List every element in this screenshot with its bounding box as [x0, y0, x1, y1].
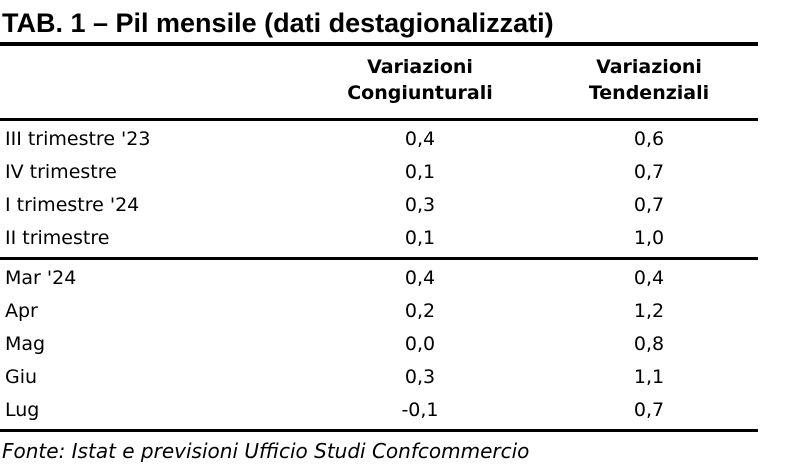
- tendenziali-value: 1,0: [633, 227, 665, 250]
- header-col-variazioni-tendenziali: Variazioni Tendenziali: [588, 56, 710, 105]
- table-row: Giu 0,3 1,1: [0, 361, 758, 394]
- table-row: IV trimestre 0,1 0,7: [0, 156, 758, 189]
- row-label: Mar '24: [5, 267, 77, 290]
- congiunturali-value: 0,1: [404, 161, 436, 184]
- header-col-variazioni-congiunturali: Variazioni Congiunturali: [347, 56, 493, 105]
- congiunturali-value: 0,3: [404, 366, 436, 389]
- congiunturali-value: 0,4: [404, 128, 436, 151]
- tendenziali-value: 0,7: [633, 194, 665, 217]
- congiunturali-value: 0,4: [404, 267, 436, 290]
- row-label: I trimestre '24: [5, 194, 140, 217]
- tendenziali-value: 0,7: [633, 399, 665, 422]
- table-header-row: Variazioni Congiunturali Variazioni Tend…: [0, 46, 758, 121]
- tendenziali-value: 0,6: [633, 128, 665, 151]
- tendenziali-value: 1,1: [633, 366, 665, 389]
- quarterly-rows-group: III trimestre '23 0,4 0,6 IV trimestre 0…: [0, 121, 758, 260]
- table-figure: TAB. 1 – Pil mensile (dati destagionaliz…: [0, 8, 758, 463]
- row-label: Lug: [5, 399, 40, 422]
- tendenziali-value: 1,2: [633, 300, 665, 323]
- table-row: I trimestre '24 0,3 0,7: [0, 189, 758, 222]
- table-row: Lug -0,1 0,7: [0, 394, 758, 427]
- congiunturali-value: 0,2: [404, 300, 436, 323]
- congiunturali-value: -0,1: [401, 399, 439, 422]
- tendenziali-value: 0,8: [633, 333, 665, 356]
- tendenziali-value: 0,7: [633, 161, 665, 184]
- title-underline-rule: [0, 42, 758, 47]
- row-label: III trimestre '23: [5, 128, 151, 151]
- row-label: IV trimestre: [5, 161, 117, 184]
- table-row: Mar '24 0,4 0,4: [0, 262, 758, 295]
- source-note: Fonte: Istat e previsioni Ufficio Studi …: [2, 438, 530, 463]
- table-row: II trimestre 0,1 1,0: [0, 222, 758, 255]
- table-row: III trimestre '23 0,4 0,6: [0, 123, 758, 156]
- row-label: Apr: [5, 300, 38, 323]
- monthly-rows-group: Mar '24 0,4 0,4 Apr 0,2 1,2 Mag 0,0 0,8 …: [0, 260, 758, 432]
- header-empty-cell: [0, 55, 300, 106]
- row-label: Mag: [5, 333, 46, 356]
- congiunturali-value: 0,3: [404, 194, 436, 217]
- table-row: Mag 0,0 0,8: [0, 328, 758, 361]
- tendenziali-value: 0,4: [633, 267, 665, 290]
- row-label: Giu: [5, 366, 38, 389]
- congiunturali-value: 0,0: [404, 333, 436, 356]
- row-label: II trimestre: [5, 227, 110, 250]
- table-row: Apr 0,2 1,2: [0, 295, 758, 328]
- pil-mensile-table: Variazioni Congiunturali Variazioni Tend…: [0, 46, 758, 432]
- table-title: TAB. 1 – Pil mensile (dati destagionaliz…: [2, 8, 554, 38]
- congiunturali-value: 0,1: [404, 227, 436, 250]
